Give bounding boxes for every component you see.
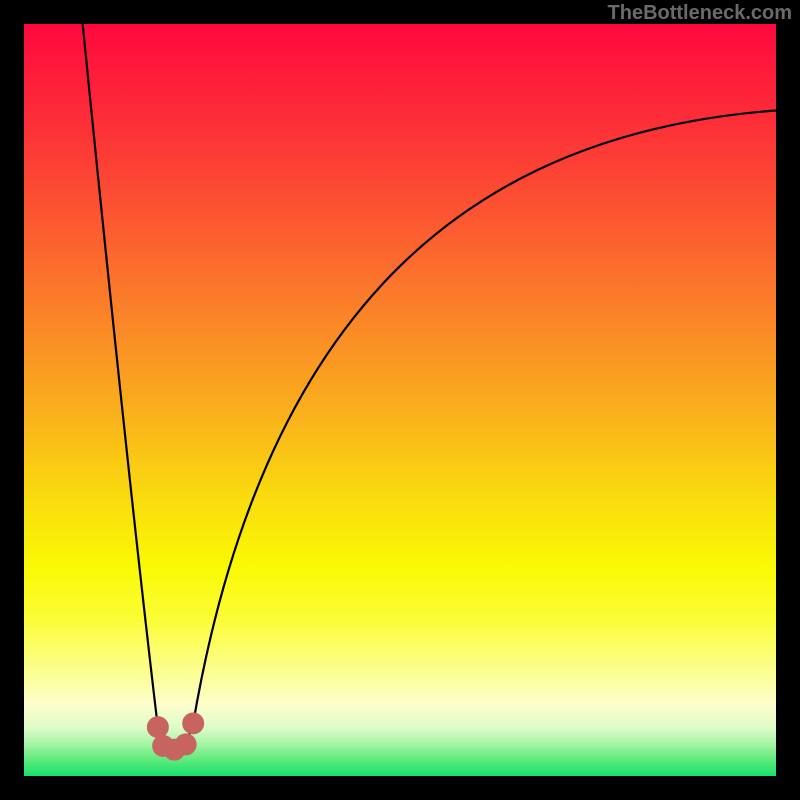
valley-dot: [175, 733, 197, 755]
valley-dot: [147, 716, 169, 738]
plot-background: [24, 24, 776, 776]
bottleneck-chart: [0, 0, 800, 800]
valley-dot: [182, 712, 204, 734]
chart-frame: TheBottleneck.com: [0, 0, 800, 800]
watermark-label: TheBottleneck.com: [608, 2, 792, 25]
